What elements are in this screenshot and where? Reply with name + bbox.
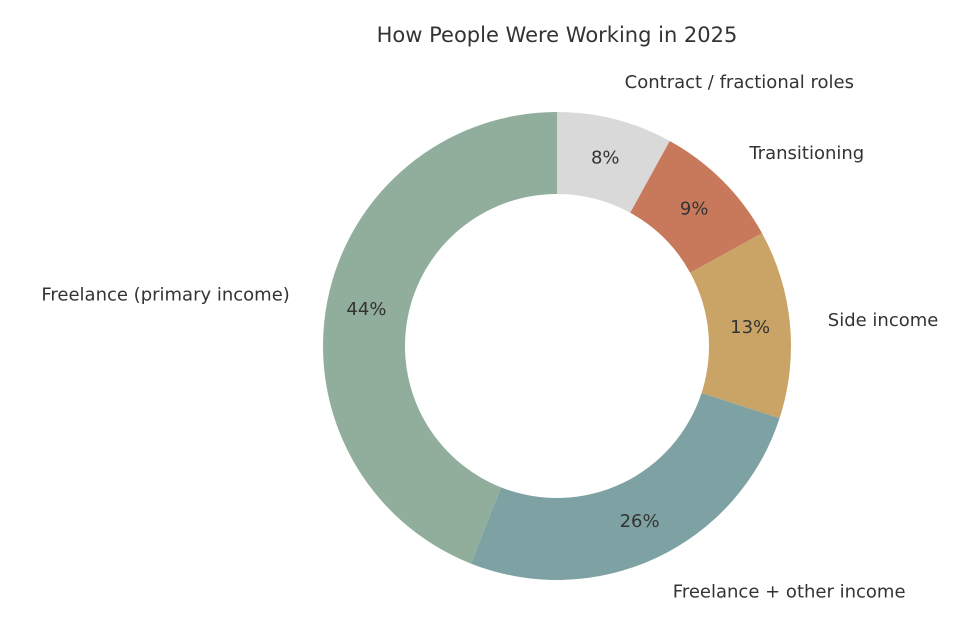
donut-slice-4 (322, 112, 557, 564)
slice-percent-label: 26% (620, 511, 660, 532)
category-labels: Contract / fractional roles Transitioning… (41, 72, 938, 603)
slice-percent-label: 13% (730, 317, 770, 338)
chart-title: How People Were Working in 2025 (377, 23, 738, 47)
donut-slice-1 (630, 140, 763, 273)
donut-slice-2 (690, 233, 792, 419)
donut-slice-0 (557, 112, 670, 213)
slice-percent-label: 9% (680, 198, 709, 219)
donut-slice-3 (470, 392, 780, 580)
slice-percent-label: 8% (591, 148, 620, 169)
slice-category-label: Transitioning (748, 143, 864, 164)
slice-category-label: Freelance + other income (673, 582, 906, 603)
slice-category-label: Freelance (primary income) (41, 285, 289, 306)
slice-percent-label: 44% (346, 299, 386, 320)
slice-category-label: Contract / fractional roles (625, 72, 854, 93)
donut-slices (322, 112, 792, 580)
slice-category-label: Side income (828, 310, 939, 331)
percentage-labels: 8% 9% 13% 26% 44% (346, 148, 770, 532)
